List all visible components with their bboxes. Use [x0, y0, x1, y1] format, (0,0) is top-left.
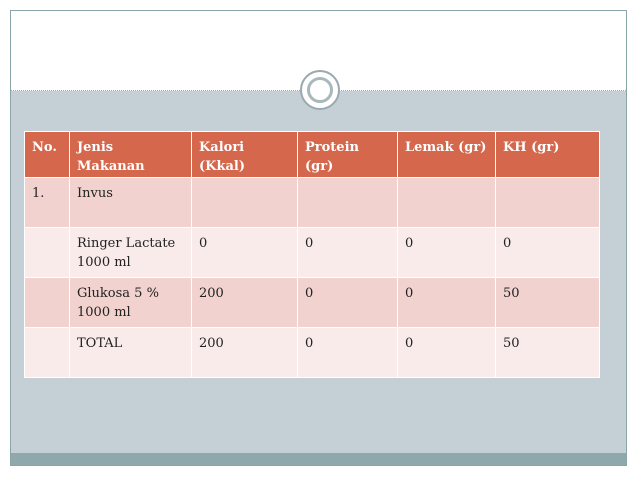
table-cell: 200 — [191, 277, 298, 328]
table-cell: Ringer Lactate 1000 ml — [69, 227, 192, 278]
header-jenis-makanan: Jenis Makanan — [69, 131, 192, 178]
table-row: 1. Invus — [24, 177, 600, 228]
table-cell: 0 — [495, 227, 600, 278]
table-cell: TOTAL — [69, 327, 192, 378]
table-cell — [191, 177, 298, 228]
table-cell: 1. — [24, 177, 70, 228]
table-cell — [24, 227, 70, 278]
table-cell: 50 — [495, 327, 600, 378]
header-kalori: Kalori (Kkal) — [191, 131, 298, 178]
header-lemak: Lemak (gr) — [397, 131, 496, 178]
table-header-row: No. Jenis Makanan Kalori (Kkal) Protein … — [24, 131, 600, 178]
table-cell — [397, 177, 496, 228]
table-cell — [495, 177, 600, 228]
table-cell — [24, 277, 70, 328]
bottom-bar — [11, 453, 626, 465]
table-cell: 0 — [297, 277, 398, 328]
nutrition-table: No. Jenis Makanan Kalori (Kkal) Protein … — [24, 131, 600, 378]
circle-ornament-inner — [307, 77, 333, 103]
header-kh: KH (gr) — [495, 131, 600, 178]
table-cell: 0 — [297, 227, 398, 278]
header-no: No. — [24, 131, 70, 178]
table-cell: Invus — [69, 177, 192, 228]
header-protein: Protein (gr) — [297, 131, 398, 178]
table-row: Glukosa 5 % 1000 ml 200 0 0 50 — [24, 277, 600, 328]
table-row: Ringer Lactate 1000 ml 0 0 0 0 — [24, 227, 600, 278]
table-cell: 0 — [191, 227, 298, 278]
table-cell: Glukosa 5 % 1000 ml — [69, 277, 192, 328]
table-cell: 0 — [397, 327, 496, 378]
table-cell — [297, 177, 398, 228]
table-cell: 0 — [297, 327, 398, 378]
table-cell: 50 — [495, 277, 600, 328]
table-cell — [24, 327, 70, 378]
table-cell: 200 — [191, 327, 298, 378]
circle-ornament-icon — [300, 70, 340, 110]
table-cell: 0 — [397, 277, 496, 328]
table-cell: 0 — [397, 227, 496, 278]
table-row-total: TOTAL 200 0 0 50 — [24, 327, 600, 378]
